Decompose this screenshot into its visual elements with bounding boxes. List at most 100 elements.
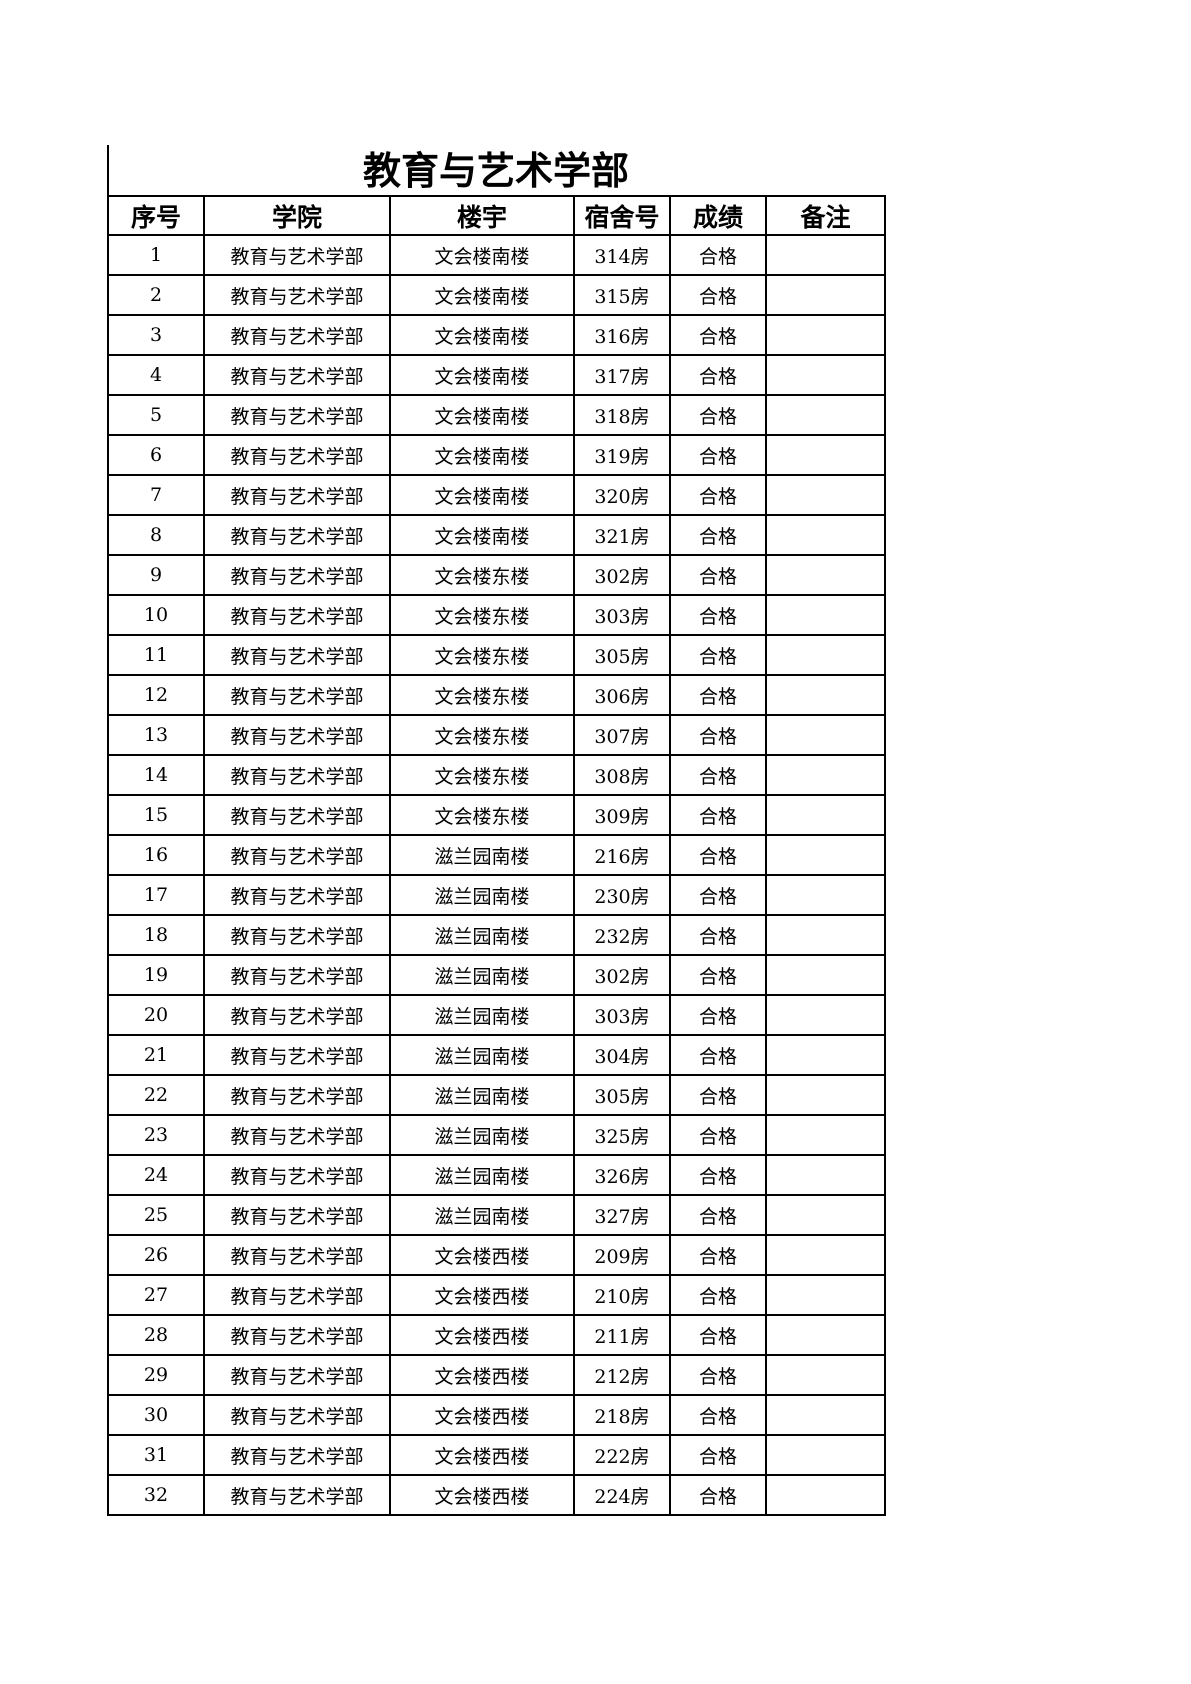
cell-index: 8 xyxy=(107,514,205,556)
cell-result: 合格 xyxy=(669,314,767,356)
cell-remark xyxy=(765,794,886,836)
cell-building: 滋兰园南楼 xyxy=(389,874,575,916)
cell-building: 文会楼西楼 xyxy=(389,1394,575,1436)
cell-room: 314房 xyxy=(573,234,671,276)
cell-index: 13 xyxy=(107,714,205,756)
cell-result: 合格 xyxy=(669,354,767,396)
title-left-border xyxy=(107,145,109,197)
cell-index: 29 xyxy=(107,1354,205,1396)
cell-college: 教育与艺术学部 xyxy=(203,274,391,316)
table-row: 30 教育与艺术学部 文会楼西楼 218房 合格 xyxy=(107,1394,886,1436)
cell-remark xyxy=(765,274,886,316)
cell-room: 302房 xyxy=(573,554,671,596)
cell-college: 教育与艺术学部 xyxy=(203,674,391,716)
table-row: 31 教育与艺术学部 文会楼西楼 222房 合格 xyxy=(107,1434,886,1476)
table-row: 25 教育与艺术学部 滋兰园南楼 327房 合格 xyxy=(107,1194,886,1236)
dormitory-table: 序号 学院 楼宇 宿舍号 成绩 备注 1 教育与艺术学部 文会楼南楼 314房 合格 2 教育与艺术学… xyxy=(107,195,886,1516)
cell-college: 教育与艺术学部 xyxy=(203,394,391,436)
cell-index: 19 xyxy=(107,954,205,996)
cell-college: 教育与艺术学部 xyxy=(203,714,391,756)
table-row: 8 教育与艺术学部 文会楼南楼 321房 合格 xyxy=(107,514,886,556)
cell-college: 教育与艺术学部 xyxy=(203,1234,391,1276)
cell-building: 文会楼南楼 xyxy=(389,234,575,276)
cell-college: 教育与艺术学部 xyxy=(203,874,391,916)
table-row: 10 教育与艺术学部 文会楼东楼 303房 合格 xyxy=(107,594,886,636)
cell-index: 9 xyxy=(107,554,205,596)
cell-building: 文会楼南楼 xyxy=(389,474,575,516)
cell-remark xyxy=(765,634,886,676)
cell-room: 315房 xyxy=(573,274,671,316)
table-row: 24 教育与艺术学部 滋兰园南楼 326房 合格 xyxy=(107,1154,886,1196)
page-title: 教育与艺术学部 xyxy=(362,149,629,193)
cell-index: 30 xyxy=(107,1394,205,1436)
table-row: 15 教育与艺术学部 文会楼东楼 309房 合格 xyxy=(107,794,886,836)
header-result: 成绩 xyxy=(669,195,767,236)
cell-room: 230房 xyxy=(573,874,671,916)
cell-college: 教育与艺术学部 xyxy=(203,354,391,396)
cell-index: 28 xyxy=(107,1314,205,1356)
cell-remark xyxy=(765,1074,886,1116)
cell-remark xyxy=(765,554,886,596)
cell-building: 文会楼西楼 xyxy=(389,1234,575,1276)
cell-remark xyxy=(765,434,886,476)
cell-building: 文会楼南楼 xyxy=(389,514,575,556)
cell-building: 文会楼西楼 xyxy=(389,1434,575,1476)
cell-result: 合格 xyxy=(669,434,767,476)
cell-remark xyxy=(765,1034,886,1076)
table-row: 17 教育与艺术学部 滋兰园南楼 230房 合格 xyxy=(107,874,886,916)
table-row: 29 教育与艺术学部 文会楼西楼 212房 合格 xyxy=(107,1354,886,1396)
table-row: 22 教育与艺术学部 滋兰园南楼 305房 合格 xyxy=(107,1074,886,1116)
cell-college: 教育与艺术学部 xyxy=(203,914,391,956)
cell-room: 232房 xyxy=(573,914,671,956)
cell-result: 合格 xyxy=(669,1194,767,1236)
cell-room: 211房 xyxy=(573,1314,671,1356)
cell-result: 合格 xyxy=(669,754,767,796)
cell-building: 滋兰园南楼 xyxy=(389,914,575,956)
cell-building: 文会楼西楼 xyxy=(389,1354,575,1396)
cell-remark xyxy=(765,1314,886,1356)
cell-index: 20 xyxy=(107,994,205,1036)
table-row: 26 教育与艺术学部 文会楼西楼 209房 合格 xyxy=(107,1234,886,1276)
cell-remark xyxy=(765,1434,886,1476)
table-row: 13 教育与艺术学部 文会楼东楼 307房 合格 xyxy=(107,714,886,756)
cell-remark xyxy=(765,594,886,636)
cell-remark xyxy=(765,234,886,276)
table-row: 16 教育与艺术学部 滋兰园南楼 216房 合格 xyxy=(107,834,886,876)
cell-result: 合格 xyxy=(669,994,767,1036)
cell-college: 教育与艺术学部 xyxy=(203,434,391,476)
cell-remark xyxy=(765,994,886,1036)
cell-result: 合格 xyxy=(669,474,767,516)
table-row: 20 教育与艺术学部 滋兰园南楼 303房 合格 xyxy=(107,994,886,1036)
table-row: 21 教育与艺术学部 滋兰园南楼 304房 合格 xyxy=(107,1034,886,1076)
cell-college: 教育与艺术学部 xyxy=(203,634,391,676)
cell-remark xyxy=(765,474,886,516)
cell-college: 教育与艺术学部 xyxy=(203,1354,391,1396)
table-row: 18 教育与艺术学部 滋兰园南楼 232房 合格 xyxy=(107,914,886,956)
cell-result: 合格 xyxy=(669,1434,767,1476)
cell-college: 教育与艺术学部 xyxy=(203,594,391,636)
cell-index: 14 xyxy=(107,754,205,796)
table-row: 3 教育与艺术学部 文会楼南楼 316房 合格 xyxy=(107,314,886,356)
cell-index: 16 xyxy=(107,834,205,876)
cell-college: 教育与艺术学部 xyxy=(203,1034,391,1076)
cell-building: 文会楼东楼 xyxy=(389,714,575,756)
cell-building: 文会楼东楼 xyxy=(389,554,575,596)
cell-remark xyxy=(765,1474,886,1516)
cell-room: 222房 xyxy=(573,1434,671,1476)
cell-remark xyxy=(765,1234,886,1276)
table-row: 1 教育与艺术学部 文会楼南楼 314房 合格 xyxy=(107,234,886,276)
cell-room: 209房 xyxy=(573,1234,671,1276)
cell-result: 合格 xyxy=(669,954,767,996)
cell-remark xyxy=(765,1394,886,1436)
cell-result: 合格 xyxy=(669,874,767,916)
cell-building: 滋兰园南楼 xyxy=(389,954,575,996)
cell-room: 303房 xyxy=(573,994,671,1036)
cell-building: 滋兰园南楼 xyxy=(389,994,575,1036)
header-room: 宿舍号 xyxy=(573,195,671,236)
cell-index: 3 xyxy=(107,314,205,356)
header-building: 楼宇 xyxy=(389,195,575,236)
cell-remark xyxy=(765,954,886,996)
cell-index: 5 xyxy=(107,394,205,436)
cell-room: 327房 xyxy=(573,1194,671,1236)
header-index: 序号 xyxy=(107,195,205,236)
